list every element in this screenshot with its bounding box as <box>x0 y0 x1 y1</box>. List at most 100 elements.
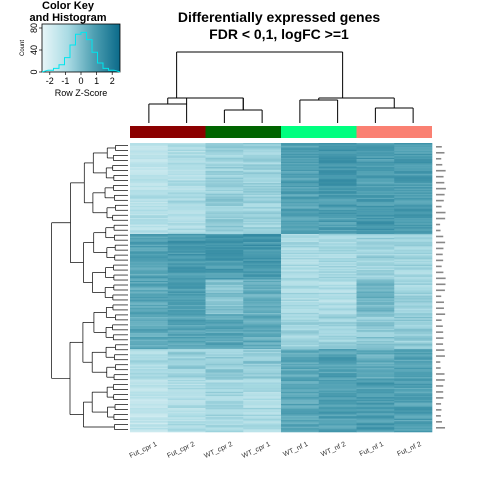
heatmap-cell <box>167 255 206 258</box>
heatmap-cell <box>205 256 244 259</box>
heatmap-cell <box>394 294 433 296</box>
heatmap-cell <box>167 367 206 370</box>
row-label-mark <box>436 379 445 381</box>
heatmap-cell <box>318 231 357 233</box>
heatmap-cell <box>318 332 357 335</box>
heatmap-cell <box>167 204 206 207</box>
heatmap-cell <box>130 284 169 287</box>
heatmap-cell <box>243 199 282 201</box>
heatmap-cell <box>356 343 395 346</box>
heatmap-cell <box>167 270 206 272</box>
heatmap-cell <box>281 361 320 363</box>
heatmap-cell <box>167 227 206 229</box>
heatmap-cell <box>167 246 206 248</box>
heatmap-cell <box>281 220 320 223</box>
heatmap-cell <box>167 172 206 175</box>
heatmap-cell <box>167 144 206 146</box>
heatmap-cell <box>281 216 320 219</box>
heatmap-cell <box>318 264 357 267</box>
heatmap-cell <box>318 330 357 332</box>
heatmap-cell <box>205 195 244 197</box>
heatmap-cell <box>281 355 320 358</box>
heatmap-cell <box>130 386 169 389</box>
heatmap-cell <box>243 359 282 362</box>
heatmap-cell <box>281 148 320 150</box>
heatmap-cell <box>167 262 206 264</box>
heatmap-cell <box>205 236 244 239</box>
heatmap-cell <box>394 349 433 351</box>
heatmap-cell <box>167 188 206 191</box>
heatmap-cell <box>167 192 206 195</box>
heatmap-cell <box>356 347 395 350</box>
heatmap-cell <box>205 418 244 421</box>
heatmap-cell <box>130 153 169 156</box>
heatmap-cell <box>356 350 395 353</box>
heatmap-cell <box>394 307 433 310</box>
heatmap-cell <box>318 187 357 189</box>
row-label-mark <box>436 217 446 220</box>
heatmap-cell <box>167 395 206 398</box>
heatmap-cell <box>243 259 282 262</box>
heatmap-cell <box>167 365 206 367</box>
heatmap-cell <box>318 191 357 193</box>
heatmap-cell <box>394 324 433 327</box>
heatmap-cell <box>130 282 169 284</box>
heatmap-cell <box>394 247 433 249</box>
heatmap-cell <box>318 394 357 397</box>
heatmap-cell <box>281 425 320 427</box>
heatmap-cell <box>318 373 357 375</box>
heatmap-cell <box>167 359 206 362</box>
heatmap-cell <box>318 153 357 156</box>
heatmap-cell <box>281 153 320 156</box>
heatmap-cell <box>281 316 320 319</box>
heatmap-cell <box>205 362 244 365</box>
heatmap-cell <box>394 280 433 283</box>
row-label-mark <box>436 241 446 244</box>
heatmap-cell <box>243 258 282 260</box>
heatmap-cell <box>243 312 282 315</box>
heatmap-cell <box>394 359 433 362</box>
heatmap-cell <box>281 369 320 371</box>
heatmap-cell <box>318 157 357 160</box>
heatmap-cell <box>167 327 206 330</box>
heatmap-cell <box>394 363 433 366</box>
heatmap-cell <box>356 379 395 382</box>
heatmap-cell <box>243 366 282 369</box>
heatmap-cell <box>281 192 320 195</box>
heatmap-cell <box>281 302 320 304</box>
heatmap-cell <box>205 177 244 180</box>
heatmap-cell <box>281 200 320 203</box>
heatmap-cell <box>167 197 206 200</box>
heatmap-cell <box>356 216 395 219</box>
heatmap-cell <box>394 345 433 347</box>
heatmap-cell <box>356 148 395 150</box>
heatmap-cell <box>167 357 206 359</box>
heatmap-cell <box>243 225 282 228</box>
heatmap-cell <box>356 427 395 430</box>
heatmap-cell <box>356 332 395 335</box>
heatmap-cell <box>130 383 169 386</box>
heatmap-cell <box>205 271 244 274</box>
heatmap-cell <box>394 243 433 245</box>
heatmap-cell <box>130 151 169 153</box>
heatmap-cell <box>243 395 282 398</box>
heatmap-cell <box>356 159 395 161</box>
heatmap-cell <box>394 338 433 340</box>
heatmap-cell <box>356 322 395 324</box>
heatmap-cell <box>281 334 320 336</box>
heatmap-cell <box>130 196 169 199</box>
heatmap-cell <box>356 363 395 366</box>
heatmap-cell <box>130 238 169 240</box>
heatmap-cell <box>130 215 169 217</box>
heatmap-cell <box>394 377 433 379</box>
heatmap-cell <box>130 369 169 371</box>
heatmap-cell <box>130 362 169 365</box>
heatmap-cell <box>205 259 244 262</box>
heatmap-cell <box>205 246 244 248</box>
heatmap-cell <box>394 417 433 419</box>
column-group-bar <box>130 126 206 138</box>
heatmap-cell <box>167 177 206 180</box>
heatmap-cell <box>130 291 169 294</box>
heatmap-cell <box>205 369 244 371</box>
heatmap-cell <box>205 394 244 397</box>
